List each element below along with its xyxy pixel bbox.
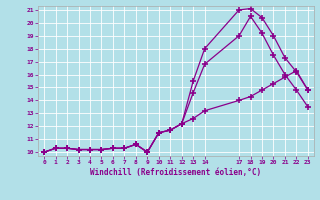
X-axis label: Windchill (Refroidissement éolien,°C): Windchill (Refroidissement éolien,°C) [91,168,261,177]
